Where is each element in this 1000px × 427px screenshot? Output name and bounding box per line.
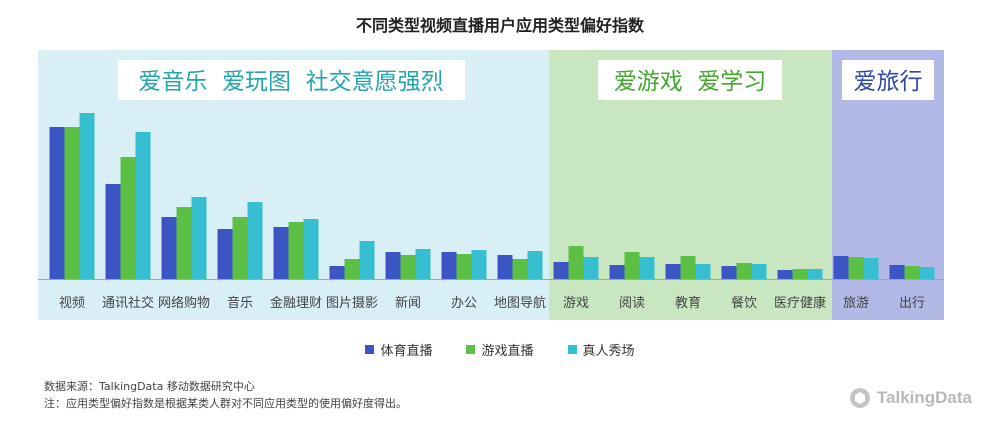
bar-1-series-3: [79, 113, 95, 279]
bar-3-series-3: [191, 197, 207, 279]
x-tick-label: 通讯社交: [102, 295, 154, 311]
bar-12-series-2: [680, 256, 696, 279]
legend-item-show: 真人秀场: [567, 340, 635, 359]
x-tick-label: 教育: [675, 295, 701, 311]
group-label-3: 爱旅行: [854, 69, 923, 95]
group-label-2: 爱游戏 爱学习: [614, 69, 767, 95]
bar-6-series-3: [359, 241, 375, 279]
bar-10-series-3: [583, 257, 599, 279]
x-tick-label: 餐饮: [731, 295, 757, 311]
bar-4-series-2: [232, 217, 248, 279]
source-text: 数据来源：TalkingData 移动数据研究中心: [44, 380, 255, 393]
brand-logo: TalkingData: [849, 387, 972, 409]
bar-9-series-3: [527, 251, 543, 279]
bar-5-series-2: [288, 222, 304, 279]
group-label-box-2: [598, 60, 782, 100]
bar-4-series-1: [217, 229, 233, 279]
brand-text: TalkingData: [876, 388, 972, 407]
bar-14-series-3: [807, 269, 823, 279]
x-tick-label: 办公: [451, 296, 477, 311]
group-label-box-1: [118, 60, 465, 100]
group-label-box-3: [842, 60, 934, 100]
legend-swatch-show: [567, 345, 577, 354]
bar-13-series-2: [736, 263, 752, 279]
x-axis-labels: 视频 通讯社交 网络购物 音乐 金融理财 图片摄影 新闻 办公 地图导航 游戏 阅读 教育 餐饮 医疗健康…: [59, 295, 925, 311]
bar-13-series-3: [751, 264, 767, 279]
bar-10-series-1: [553, 262, 569, 279]
bar-2-series-3: [135, 132, 151, 279]
bar-6-series-1: [329, 266, 345, 279]
bar-5-series-1: [273, 227, 289, 279]
group-label-1: 爱音乐 爱玩图 社交意愿强烈: [138, 69, 443, 95]
bar-7-series-1: [385, 252, 401, 279]
x-tick-label: 游戏: [563, 296, 589, 311]
legend-label-sports: 体育直播: [380, 344, 433, 359]
legend-label-game: 游戏直播: [481, 344, 534, 359]
footnote: 数据来源：TalkingData 移动数据研究中心 注：应用类型偏好指数是根据某…: [44, 378, 407, 412]
bar-2-series-2: [120, 157, 136, 279]
legend-item-game: 游戏直播: [466, 340, 534, 359]
bar-9-series-2: [512, 259, 528, 279]
bar-1-series-1: [49, 127, 65, 279]
x-tick-label: 出行: [899, 296, 925, 311]
x-tick-label: 视频: [59, 296, 85, 311]
bar-16-series-3: [919, 267, 935, 279]
bar-2-series-1: [105, 184, 121, 279]
bar-3-series-1: [161, 217, 177, 279]
x-tick-label: 音乐: [227, 295, 253, 311]
bar-14-series-1: [777, 270, 793, 279]
note-text: 注：应用类型偏好指数是根据某类人群对不同应用类型的使用偏好度得出。: [44, 397, 407, 410]
bar-3-series-2: [176, 207, 192, 279]
bar-chart: 爱音乐 爱玩图 社交意愿强烈 爱游戏 爱学习 爱旅行 视频 通讯社交 网络购物 音乐 金…: [38, 50, 944, 320]
bar-7-series-2: [400, 255, 416, 279]
bar-11-series-3: [639, 257, 655, 279]
bar-8-series-1: [441, 252, 457, 279]
bar-11-series-2: [624, 252, 640, 279]
x-tick-label: 网络购物: [158, 295, 210, 311]
bar-8-series-2: [456, 254, 472, 279]
x-tick-label: 新闻: [395, 295, 421, 311]
bar-4-series-3: [247, 202, 263, 279]
bar-16-series-2: [904, 266, 920, 279]
chart-title: 不同类型视频直播用户应用类型偏好指数: [355, 16, 644, 35]
bar-5-series-3: [303, 219, 319, 279]
x-tick-label: 旅游: [843, 296, 869, 311]
bar-6-series-2: [344, 259, 360, 279]
bar-15-series-3: [863, 258, 879, 279]
legend-item-sports: 体育直播: [365, 340, 432, 359]
bar-12-series-1: [665, 264, 681, 279]
bar-12-series-3: [695, 264, 711, 279]
legend-swatch-sports: [365, 345, 375, 354]
legend: 体育直播 游戏直播 真人秀场: [0, 340, 1000, 359]
bar-16-series-1: [889, 265, 905, 279]
bar-7-series-3: [415, 249, 431, 279]
bar-14-series-2: [792, 269, 808, 279]
bar-13-series-1: [721, 266, 737, 279]
bar-11-series-1: [609, 265, 625, 279]
bar-1-series-2: [64, 127, 80, 279]
bar-10-series-2: [568, 246, 584, 279]
legend-swatch-game: [466, 345, 476, 354]
x-tick-label: 阅读: [619, 296, 645, 311]
bar-8-series-3: [471, 250, 487, 279]
bar-15-series-1: [833, 256, 849, 279]
x-tick-label: 金融理财: [270, 295, 322, 311]
x-tick-label: 地图导航: [494, 295, 546, 311]
bar-15-series-2: [848, 257, 864, 279]
x-tick-label: 图片摄影: [326, 296, 378, 311]
bar-9-series-1: [497, 255, 513, 279]
bars-layer: [38, 113, 944, 280]
x-tick-label: 医疗健康: [774, 295, 826, 311]
legend-label-show: 真人秀场: [582, 344, 635, 359]
talkingdata-logo-icon: [849, 388, 870, 408]
